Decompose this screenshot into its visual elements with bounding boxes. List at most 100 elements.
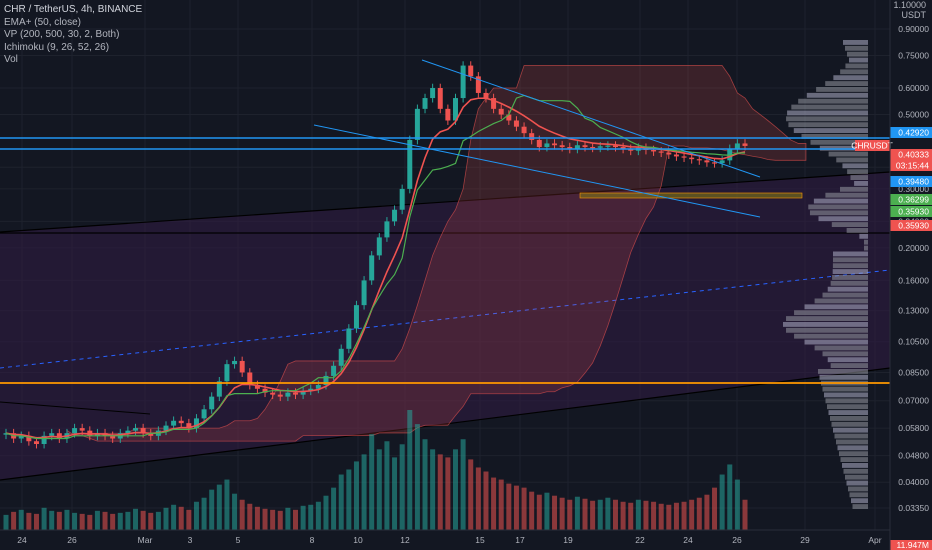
volume-profile-bar xyxy=(828,151,868,157)
candle-body xyxy=(491,98,497,109)
candle-body xyxy=(696,159,702,161)
volume-profile-bar xyxy=(845,63,868,69)
candle-body xyxy=(239,360,245,373)
volume-profile-bar xyxy=(837,445,868,451)
candle-body xyxy=(33,441,39,444)
candle-body xyxy=(521,126,527,134)
volume-profile-bar xyxy=(819,374,868,380)
time-tick-label: 15 xyxy=(475,535,485,545)
volume-bar xyxy=(567,499,573,530)
candle-body xyxy=(673,154,679,157)
volume-profile-bar xyxy=(842,463,868,468)
volume-bar xyxy=(483,471,489,530)
indicator-ema[interactable]: EMA+ (50, close) xyxy=(4,16,81,28)
volume-bar xyxy=(247,503,253,530)
volume-bar xyxy=(445,457,451,530)
candle-body xyxy=(285,392,291,397)
volume-bar xyxy=(239,499,245,530)
candle-body xyxy=(346,328,352,349)
ichimoku-baseline xyxy=(5,94,745,440)
volume-bar xyxy=(689,499,695,530)
volume-profile-bar xyxy=(832,275,868,280)
price-label-text: 03:15:44 xyxy=(896,161,929,171)
volume-profile-bar xyxy=(818,369,868,374)
price-label-text: 0.42920 xyxy=(898,128,929,138)
support-zone-box[interactable] xyxy=(579,192,803,199)
indicator-vp[interactable]: VP (200, 500, 30, 2, Both) xyxy=(4,29,120,40)
volume-bar xyxy=(491,477,497,530)
volume-profile-bar xyxy=(788,122,868,128)
volume-bar xyxy=(285,507,291,530)
indicator-vol[interactable]: Vol xyxy=(4,54,18,65)
volume-value-text: 11.947M xyxy=(897,540,929,550)
volume-profile-bar xyxy=(794,333,868,339)
volume-bar xyxy=(323,495,329,530)
candle-body xyxy=(41,435,47,444)
volume-bars xyxy=(3,410,748,530)
time-tick-label: 26 xyxy=(732,535,742,545)
volume-bar xyxy=(102,511,108,530)
price-label-badge xyxy=(855,140,890,151)
time-tick-label: 17 xyxy=(515,535,525,545)
volume-bar xyxy=(224,479,230,530)
volume-bar xyxy=(552,495,558,530)
plot-area[interactable] xyxy=(0,0,891,530)
volume-bar xyxy=(582,498,588,530)
channel-lower-line xyxy=(0,367,891,481)
candle-body xyxy=(483,92,489,99)
candle-body xyxy=(72,428,78,434)
candle-body xyxy=(742,143,748,146)
candle-body xyxy=(574,145,580,149)
candle-body xyxy=(110,435,116,439)
volume-profile-bar xyxy=(825,192,868,198)
volume-bar xyxy=(56,511,62,530)
volume-profile-bar xyxy=(825,81,868,86)
candle-body xyxy=(361,280,367,306)
indicator-ichimoku[interactable]: Ichimoku (9, 26, 52, 26) xyxy=(4,41,110,53)
price-tick-label: 0.08500 xyxy=(898,367,929,377)
volume-bar xyxy=(414,424,420,530)
candle-body xyxy=(544,143,550,148)
candle-body xyxy=(582,145,588,148)
candle-body xyxy=(430,88,436,99)
wedge-lower-trendline[interactable] xyxy=(313,124,761,218)
price-tick-label: 0.20000 xyxy=(898,243,929,253)
price-axis-unit: 1.10000 USDT xyxy=(893,0,926,20)
volume-bar xyxy=(597,499,603,530)
volume-bar xyxy=(392,457,398,530)
horizontal-black-line-low xyxy=(0,401,151,415)
price-tick-label: 0.04800 xyxy=(898,451,929,461)
price-label-text: CHRUSDT xyxy=(851,141,893,151)
price-tick-label: 0.60000 xyxy=(898,83,929,93)
candle-body xyxy=(270,392,276,395)
candle-body xyxy=(452,98,458,121)
volume-bar xyxy=(117,512,123,530)
volume-bar xyxy=(643,500,649,530)
candle-body xyxy=(79,428,85,431)
volume-bar xyxy=(171,504,177,530)
volume-bar xyxy=(612,499,618,530)
volume-profile-bar xyxy=(854,181,868,186)
volume-profile-bar xyxy=(843,468,868,474)
volume-bar xyxy=(719,474,725,530)
price-axis[interactable]: 0.900000.750000.600000.500000.348000.300… xyxy=(890,0,932,530)
wedge-upper-trendline[interactable] xyxy=(421,59,761,178)
volume-bar xyxy=(437,454,443,530)
volume-profile-bar xyxy=(801,134,868,139)
volume-profile-bar xyxy=(794,310,868,316)
volume-profile-bar xyxy=(840,457,868,462)
volume-profile-bar xyxy=(847,169,868,175)
volume-bar xyxy=(468,459,474,530)
volume-bar xyxy=(338,474,344,530)
price-tick-label: 0.04000 xyxy=(898,477,929,487)
price-tick-label: 0.50000 xyxy=(898,110,929,120)
volume-profile-bar xyxy=(830,416,868,421)
volume-bar xyxy=(178,506,184,530)
candle-body xyxy=(201,409,207,419)
candle-body xyxy=(338,348,344,366)
volume-profile-bar xyxy=(783,322,868,327)
price-tick-label: 0.16000 xyxy=(898,275,929,285)
time-axis[interactable]: 24 26 Mar 3 5 8 10 12 15 17 19 22 24 26 29 Apr xyxy=(0,0,891,550)
symbol-title[interactable]: CHR / TetherUS, 4h, BINANCE xyxy=(4,4,143,15)
